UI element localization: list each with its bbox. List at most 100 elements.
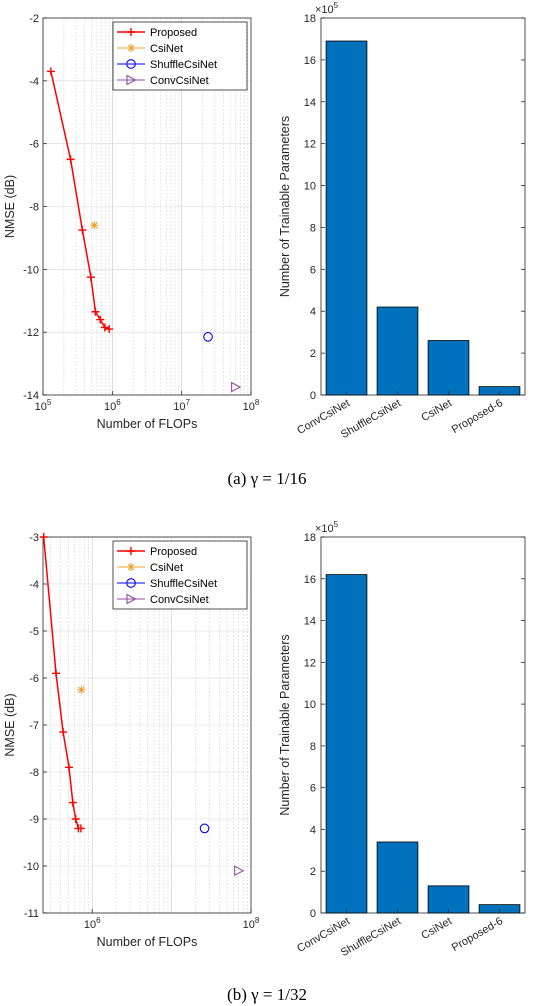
x-tick-label: CsiNet <box>419 915 454 942</box>
bar-ConvCsiNet <box>325 574 368 914</box>
y-tick-label: -4 <box>29 76 39 88</box>
legend-marker <box>127 44 135 52</box>
y-tick-label: 2 <box>310 866 316 878</box>
y-tick-label: 14 <box>304 97 316 109</box>
data-point <box>96 315 105 324</box>
y-tick-label: -10 <box>23 861 39 873</box>
legend-label: Proposed <box>150 27 197 39</box>
y-tick-label: 4 <box>310 306 316 318</box>
y-axis-label: Number of Trainable Parameters <box>278 634 292 815</box>
y-tick-label: 10 <box>304 181 316 193</box>
data-point <box>91 307 100 316</box>
series-ShuffleCsiNet <box>199 823 210 834</box>
data-point <box>90 221 99 230</box>
legend-box <box>112 21 248 91</box>
series-Proposed <box>39 533 85 833</box>
bar-ShuffleCsiNet <box>376 306 419 396</box>
y-tick-label: 8 <box>310 741 316 753</box>
data-point <box>234 865 245 877</box>
legend-label: Proposed <box>150 546 197 558</box>
legend-label: ShuffleCsiNet <box>150 59 217 71</box>
y-tick-label: 10 <box>304 699 316 711</box>
legend-label: CsiNet <box>150 562 183 574</box>
bar-CsiNet <box>427 885 470 914</box>
data-point <box>59 728 68 737</box>
y-tick-label: 0 <box>310 908 316 920</box>
y-tick-label: 8 <box>310 222 316 234</box>
y-tick-label: 12 <box>304 139 316 151</box>
y-tick-label: -5 <box>29 626 39 638</box>
series-ConvCsiNet <box>231 381 242 393</box>
x-tick-label: CsiNet <box>419 397 454 424</box>
data-point <box>105 325 114 334</box>
legend-marker <box>127 547 135 555</box>
x-tick-label: Proposed-6 <box>450 397 505 436</box>
axis-multiplier: ×105 <box>315 1 339 16</box>
y-axis-label: Number of Trainable Parameters <box>278 116 292 297</box>
y-tick-label: -2 <box>29 13 39 25</box>
series-line <box>50 71 110 330</box>
nmse-vs-flops-chart-a: -14 -12 -10 -8 -6 -4 -2 105 106 107 108 Number of F… <box>3 13 260 431</box>
data-point <box>68 798 77 807</box>
data-point <box>39 533 48 541</box>
y-axis-label: NMSE (dB) <box>3 693 17 756</box>
data-point <box>78 226 87 235</box>
data-point <box>71 815 80 823</box>
y-tick-label: -10 <box>23 264 39 276</box>
legend: Proposed CsiNet ShuffleCsiNet ConvCsiNet <box>112 21 248 91</box>
y-tick-label: 18 <box>304 13 316 25</box>
data-point <box>64 763 73 772</box>
legend-label: ConvCsiNet <box>150 75 209 87</box>
x-tick-label: 105 <box>35 398 52 413</box>
y-tick-label: -4 <box>29 579 39 591</box>
y-axis-label: NMSE (dB) <box>3 175 17 238</box>
legend: Proposed CsiNet ShuffleCsiNet ConvCsiNet <box>112 540 248 610</box>
legend-marker <box>127 563 135 571</box>
series-CsiNet <box>90 221 99 230</box>
data-point <box>46 67 55 76</box>
y-tick-label: 12 <box>304 657 316 669</box>
legend-box <box>112 540 248 610</box>
series-ShuffleCsiNet <box>203 332 213 342</box>
bar-ConvCsiNet <box>325 40 368 396</box>
data-point <box>52 669 61 678</box>
data-point <box>100 323 109 332</box>
trainable-params-bar-chart-a: 024681012141618×105ConvCsiNetShuffleCsiN… <box>278 1 526 441</box>
series-ConvCsiNet <box>234 865 245 877</box>
x-axis-label: Number of FLOPs <box>97 935 198 949</box>
y-tick-label: 2 <box>310 348 316 360</box>
data-point <box>66 155 75 164</box>
x-axis-label: Number of FLOPs <box>97 417 198 431</box>
y-tick-label: -8 <box>29 202 39 214</box>
x-tick-label: 107 <box>173 398 190 413</box>
x-tick-label: Proposed-6 <box>450 915 505 954</box>
series-CsiNet <box>77 685 86 694</box>
y-tick-label: -7 <box>29 720 39 732</box>
x-tick-label: 108 <box>243 398 260 413</box>
y-tick-label: 18 <box>304 532 316 544</box>
y-tick-label: -9 <box>29 814 39 826</box>
y-tick-label: -6 <box>29 673 39 685</box>
legend-marker <box>126 74 137 86</box>
y-tick-label: -14 <box>23 390 39 402</box>
y-tick-label: 0 <box>310 390 316 402</box>
y-tick-label: -11 <box>24 908 39 920</box>
series-Proposed <box>46 67 114 334</box>
caption-b: (b) γ = 1/32 <box>227 985 307 1004</box>
data-point <box>86 273 95 282</box>
y-tick-label: 6 <box>310 264 316 276</box>
y-tick-label: 6 <box>310 783 316 795</box>
data-point <box>231 381 242 393</box>
y-tick-label: -3 <box>29 532 39 544</box>
y-tick-label: 16 <box>304 574 316 586</box>
y-tick-label: -6 <box>29 139 39 151</box>
axis-multiplier: ×105 <box>315 520 339 535</box>
x-tick-label: 108 <box>243 916 260 931</box>
bar-CsiNet <box>427 340 470 396</box>
y-tick-label: -8 <box>29 767 39 779</box>
data-point <box>77 685 86 694</box>
y-tick-label: 14 <box>304 616 316 628</box>
x-tick-label: 106 <box>104 398 121 413</box>
caption-a: (a) γ = 1/16 <box>228 469 307 488</box>
